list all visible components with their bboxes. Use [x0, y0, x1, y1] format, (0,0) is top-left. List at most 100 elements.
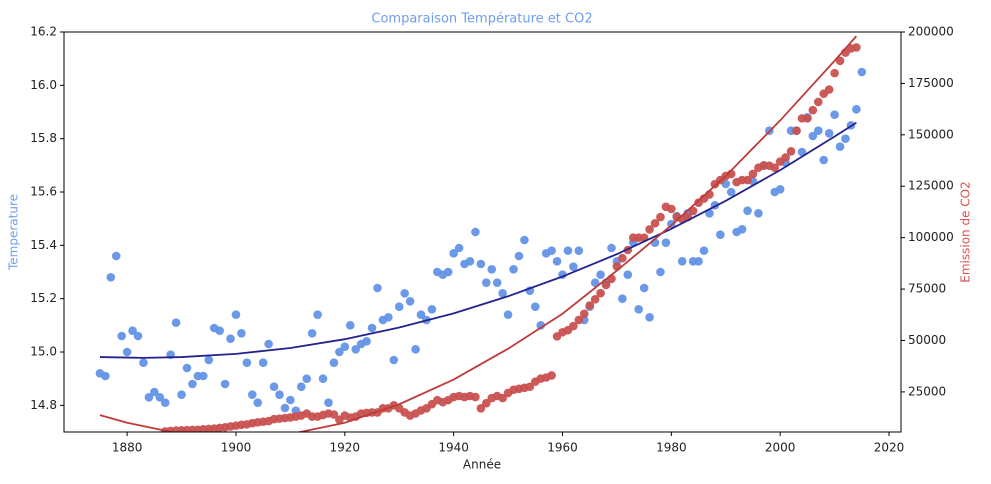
data-point: [835, 142, 845, 151]
data-point: [743, 175, 752, 185]
data-point: [819, 155, 829, 165]
y2-tick-label: 50000: [908, 333, 946, 347]
data-point: [743, 206, 752, 215]
data-point: [492, 278, 502, 287]
data-point: [351, 345, 360, 354]
data-point: [199, 371, 208, 381]
data-point: [177, 390, 186, 399]
data-point: [824, 129, 834, 138]
y-tick-label: 16.2: [30, 25, 57, 39]
y-tick-label: 16.0: [30, 78, 57, 92]
data-point: [645, 313, 654, 322]
data-point: [384, 313, 393, 322]
data-point: [237, 329, 246, 338]
data-point: [563, 246, 573, 255]
x-tick-label: 1940: [438, 441, 469, 455]
data-point: [345, 321, 355, 330]
data-point: [487, 265, 497, 274]
data-point: [171, 318, 181, 327]
data-point: [824, 85, 834, 94]
data-point: [813, 97, 823, 107]
data-point: [498, 393, 507, 403]
data-point: [618, 294, 627, 303]
data-point: [677, 257, 687, 266]
data-point: [220, 379, 230, 389]
x-axis-label: Année: [463, 458, 501, 472]
y-tick-label: 15.8: [30, 131, 57, 145]
data-point: [373, 283, 382, 293]
data-point: [242, 358, 252, 367]
y-tick-label: 15.6: [30, 185, 57, 199]
data-point: [394, 302, 404, 311]
y2-tick-label: 75000: [908, 282, 946, 296]
data-point: [122, 347, 132, 357]
data-point: [792, 126, 801, 136]
x-tick-label: 1900: [221, 441, 252, 455]
data-point: [509, 265, 518, 274]
axes-frame: [63, 31, 902, 433]
data-point: [454, 243, 464, 253]
data-point: [618, 253, 627, 263]
fit-line: [99, 121, 857, 359]
y2-tick-label: 150000: [908, 127, 954, 141]
data-point: [204, 355, 214, 365]
plot-area: [95, 35, 867, 432]
data-point: [650, 218, 660, 228]
data-point: [367, 323, 377, 333]
data-point: [144, 393, 154, 402]
data-point: [247, 390, 257, 399]
data-point: [569, 262, 578, 271]
data-point: [188, 379, 197, 389]
data-point: [340, 342, 350, 351]
data-point: [476, 259, 486, 269]
data-point: [748, 169, 758, 179]
data-point: [590, 295, 600, 304]
data-point: [231, 310, 241, 319]
data-point: [405, 297, 415, 306]
data-point: [716, 230, 725, 239]
data-point: [465, 257, 475, 266]
data-point: [482, 398, 491, 408]
data-point: [667, 204, 676, 214]
y-axis-label: Temperature: [7, 194, 21, 271]
y2-tick-label: 125000: [908, 179, 954, 193]
data-point: [226, 334, 235, 343]
data-point: [155, 393, 165, 402]
data-point: [258, 358, 268, 367]
data-point: [813, 126, 823, 135]
data-point: [808, 131, 818, 141]
chart-title: Comparaison Température et CO2: [371, 12, 592, 27]
data-point: [645, 225, 654, 234]
data-point: [106, 273, 116, 282]
x-tick-label: 1920: [330, 441, 361, 455]
data-point: [286, 395, 295, 405]
data-point: [476, 404, 486, 413]
data-point: [411, 345, 420, 354]
data-point: [536, 321, 546, 330]
data-point: [302, 374, 312, 383]
data-point: [280, 403, 290, 413]
data-point: [520, 235, 529, 245]
data-point: [607, 243, 616, 253]
data-point: [574, 246, 584, 255]
data-point: [808, 105, 818, 115]
data-point: [471, 392, 480, 402]
data-point: [335, 347, 344, 357]
x-tick-label: 2020: [874, 441, 905, 455]
data-point: [449, 249, 458, 258]
data-point: [547, 246, 556, 255]
x-tick-label: 1960: [547, 441, 578, 455]
data-point: [590, 278, 600, 287]
data-point: [514, 251, 524, 261]
data-point: [547, 371, 556, 380]
data-point: [830, 68, 839, 78]
data-point: [324, 398, 333, 407]
data-point: [329, 358, 339, 367]
data-point: [694, 257, 703, 266]
data-point: [852, 105, 861, 114]
data-point: [111, 251, 121, 261]
data-point: [775, 185, 785, 194]
data-point: [264, 339, 273, 349]
x-tick-label: 1880: [112, 441, 143, 455]
data-point: [160, 398, 170, 407]
